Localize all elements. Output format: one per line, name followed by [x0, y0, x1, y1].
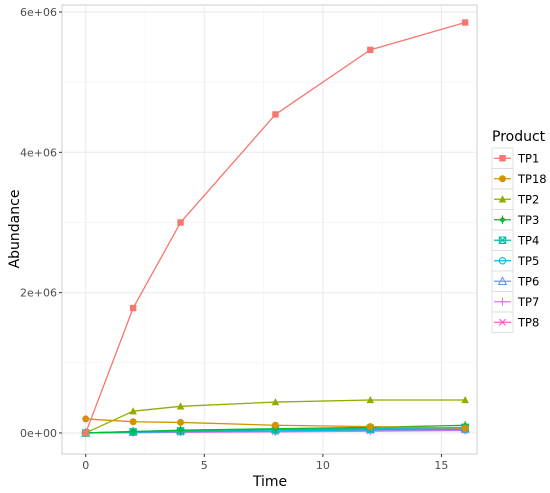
- legend-item-tp4: TP4: [491, 229, 539, 251]
- data-point-tp2: [271, 398, 280, 406]
- legend-item-tp18: TP18: [491, 168, 547, 190]
- series-line-tp18: [85, 418, 466, 429]
- legend-label: TP2: [517, 192, 539, 206]
- y-axis-ticks: 0e+00 2e+06 4e+06 6e+06: [20, 6, 62, 440]
- legend-label: TP18: [517, 172, 547, 186]
- x-tick-label: 0: [82, 459, 89, 472]
- y-axis-title: Abundance: [7, 190, 23, 269]
- data-point-tp1: [272, 111, 279, 118]
- legend-key-marker: [498, 318, 507, 326]
- data-point-tp2: [129, 407, 137, 415]
- data-point-tp2: [176, 402, 185, 410]
- legend-label: TP6: [517, 274, 539, 288]
- series-tp18: [82, 415, 469, 432]
- x-tick-label: 10: [316, 459, 330, 472]
- x-tick-label: 15: [434, 459, 448, 472]
- data-point-tp1: [461, 19, 469, 26]
- marker-shape: [498, 236, 507, 245]
- marker-shape: [498, 236, 507, 244]
- legend-key-marker: [499, 175, 506, 183]
- series-line-tp2: [85, 399, 466, 434]
- legend-item-tp2: TP2: [491, 188, 539, 210]
- legend-label: TP8: [517, 315, 539, 329]
- legend-label: TP4: [517, 233, 539, 247]
- plot-panel: [61, 4, 478, 455]
- data-point-tp1: [82, 429, 89, 437]
- legend-key-marker: [498, 256, 507, 265]
- data-point-tp1: [367, 46, 374, 54]
- legend-item-tp5: TP5: [491, 250, 539, 272]
- data-point-tp18: [366, 423, 374, 431]
- y-tick-label: 4e+06: [20, 146, 57, 159]
- data-point-tp18: [271, 421, 279, 429]
- legend-label: TP1: [517, 151, 539, 165]
- legend-key-marker: [498, 215, 507, 224]
- legend-item-tp7: TP7: [491, 291, 539, 313]
- legend-key-marker: [497, 276, 508, 286]
- legend-label: TP7: [517, 295, 539, 309]
- data-point-tp2: [366, 395, 375, 404]
- data-point-tp1: [177, 219, 184, 226]
- x-axis-ticks: 0 5 10 15: [82, 454, 448, 472]
- data-point-tp3: [128, 427, 138, 436]
- x-tick-label: 5: [201, 459, 208, 472]
- series-line-tp1: [85, 21, 466, 434]
- marker-shape: [128, 427, 138, 436]
- legend-item-tp1: TP1: [491, 147, 539, 169]
- data-point-tp2: [461, 395, 469, 404]
- legend-item-tp3: TP3: [491, 209, 539, 231]
- marker-shape: [176, 425, 185, 435]
- data-point-tp18: [177, 418, 185, 426]
- data-point-tp18: [129, 418, 137, 426]
- legend-title: Product: [492, 129, 546, 145]
- legend-item-tp8: TP8: [491, 311, 539, 333]
- legend-key-marker: [499, 155, 506, 162]
- series-tp1: [82, 19, 469, 437]
- y-tick-label: 0e+00: [20, 427, 57, 440]
- marker-shape: [498, 215, 507, 224]
- data-point-tp1: [129, 304, 137, 312]
- legend-key-marker: [498, 195, 507, 203]
- legend-key-marker: [498, 297, 507, 306]
- legend-label: TP3: [517, 213, 539, 227]
- legend-key-marker: [498, 236, 507, 245]
- series-layer: [81, 19, 470, 438]
- data-point-tp3: [176, 425, 185, 435]
- legend-label: TP5: [517, 254, 539, 268]
- y-tick-label: 6e+06: [20, 6, 57, 19]
- data-point-tp18: [82, 415, 90, 423]
- y-tick-label: 2e+06: [20, 287, 57, 300]
- data-point-tp18: [461, 424, 469, 432]
- legend: Product TP1 TP18 TP2 TP3 TP4 TP5 TP6 TP7 TP8: [491, 129, 547, 333]
- grid-lines: [62, 5, 477, 454]
- x-axis-title: Time: [252, 474, 287, 490]
